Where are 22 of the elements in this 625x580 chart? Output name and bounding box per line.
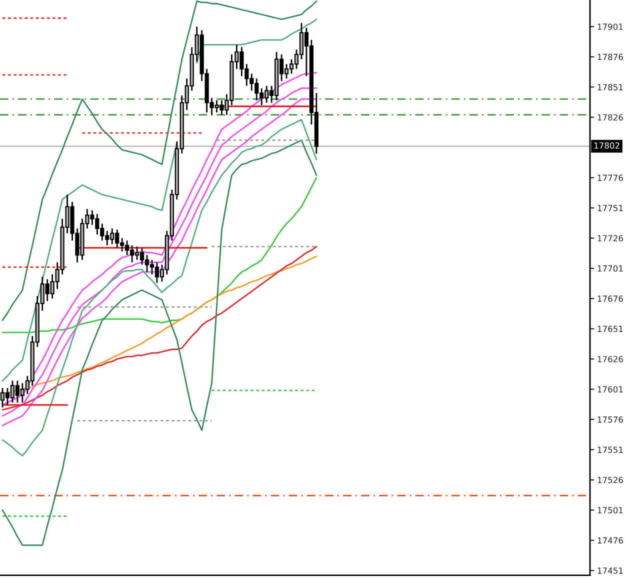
line-series — [2, 140, 318, 546]
y-tick-label: 17501 — [598, 507, 623, 514]
y-tick-label: 17576 — [598, 416, 623, 423]
y-tick-label: 17751 — [598, 204, 623, 212]
y-tick-label: 17626 — [598, 356, 623, 362]
y-tick-label: 17901 — [598, 24, 623, 30]
y-tick-label: 17876 — [598, 54, 623, 60]
line-series — [2, 0, 318, 322]
y-tick-label: 17451 — [598, 568, 623, 574]
y-tick-label: 17826 — [598, 114, 623, 121]
y-tick-label: 17701 — [598, 265, 623, 272]
y-tick-label: 17676 — [598, 296, 623, 302]
y-tick-label: 17526 — [598, 476, 623, 484]
y-tick-label: 17651 — [598, 326, 623, 332]
y-tick-label: 17601 — [598, 386, 623, 392]
y-tick-label: 17476 — [598, 537, 623, 544]
line-series — [2, 246, 318, 410]
y-tick-label: 17551 — [598, 446, 623, 453]
y-tick-label: 17726 — [598, 235, 623, 242]
y-tick-label: 17851 — [598, 84, 623, 90]
ref-line-label: 17802 — [594, 142, 620, 149]
y-tick-label: 17776 — [598, 174, 623, 181]
